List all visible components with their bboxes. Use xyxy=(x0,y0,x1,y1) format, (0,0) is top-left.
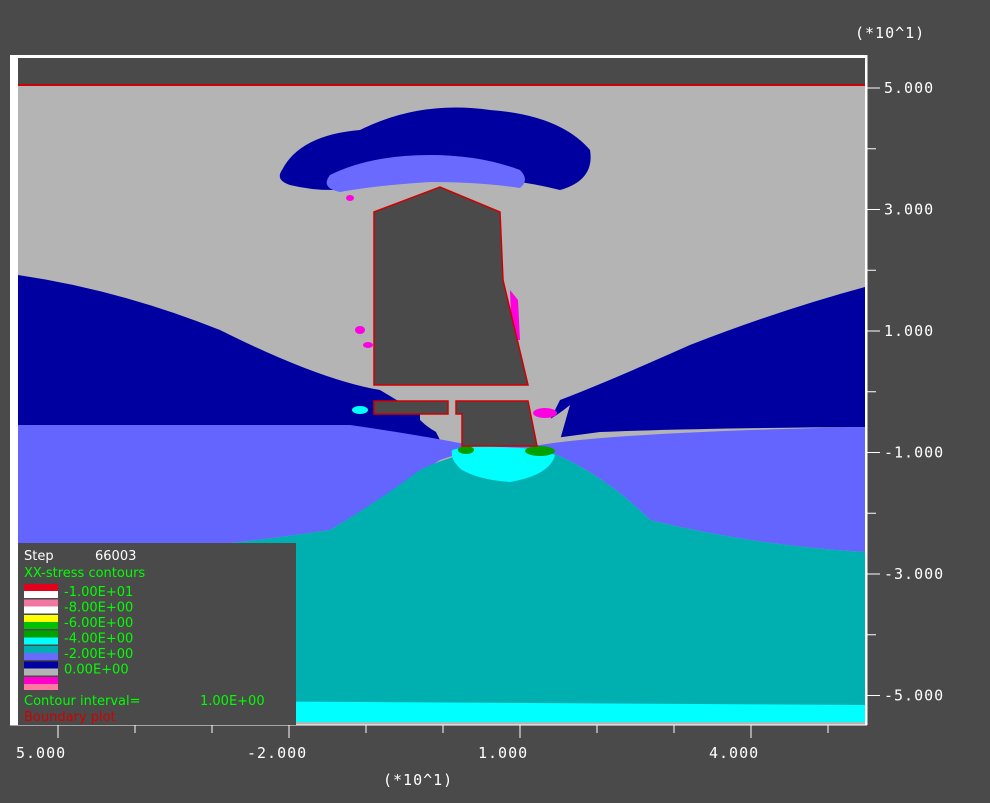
x-tick-label: 5.000 xyxy=(16,744,66,762)
legend-swatch xyxy=(24,630,58,638)
legend-swatch xyxy=(24,661,58,669)
y-axis: 5.000 3.000 1.000 -1.000 -3.000 -5.000 xyxy=(866,55,944,725)
x-tick-label: 4.000 xyxy=(709,744,759,762)
magenta-spot-1 xyxy=(355,326,365,334)
y-tick-label: -3.000 xyxy=(884,565,944,583)
green-spot-right xyxy=(525,446,555,456)
legend-background xyxy=(18,543,296,725)
legend-level-label: -4.00E+00 xyxy=(64,632,133,647)
legend-swatch xyxy=(24,684,58,690)
legend-level-label: 0.00E+00 xyxy=(64,663,129,678)
step-label: Step xyxy=(24,549,54,564)
green-spot-left xyxy=(458,446,474,454)
y-tick-label: -5.000 xyxy=(884,687,944,705)
legend-swatch xyxy=(24,622,58,629)
upper-excavation-void xyxy=(373,186,529,386)
lower-excavation-void xyxy=(455,400,538,447)
medium-blue-band xyxy=(18,425,865,560)
legend-swatch xyxy=(24,615,58,622)
legend-swatch xyxy=(24,591,58,598)
left-dark-blue-wedge xyxy=(18,275,440,440)
cyan-bulge xyxy=(451,446,555,482)
legend-level-label: -8.00E+00 xyxy=(64,601,133,616)
y-tick-label: 5.000 xyxy=(884,79,934,97)
magenta-spot-4 xyxy=(533,408,557,418)
y-tick-label: -1.000 xyxy=(884,444,944,462)
magenta-spot-5 xyxy=(346,195,354,201)
cyan-spot-left xyxy=(352,406,368,414)
x-tick-label: -2.000 xyxy=(247,744,307,762)
y-tick-label: 3.000 xyxy=(884,201,934,219)
legend-swatch xyxy=(24,668,58,676)
y-tick-label: 1.000 xyxy=(884,322,934,340)
contour-interval-value: 1.00E+00 xyxy=(200,694,265,709)
legend-swatch xyxy=(24,653,58,660)
contour-interval-label: Contour interval= xyxy=(24,694,141,709)
legend-level-label: -6.00E+00 xyxy=(64,616,133,631)
x-scale-label: (*10^1) xyxy=(383,771,453,789)
magenta-spot-2 xyxy=(363,342,373,348)
legend-swatch xyxy=(24,646,58,653)
step-value: 66003 xyxy=(95,549,136,564)
legend-level-label: -2.00E+00 xyxy=(64,647,133,662)
legend-title: XX-stress contours xyxy=(24,566,145,581)
legend-swatch xyxy=(24,637,58,645)
left-tunnel-void xyxy=(373,400,449,415)
legend-swatch xyxy=(24,677,58,684)
boundary-plot-label: Boundary plot xyxy=(24,710,116,725)
legend-swatch xyxy=(24,599,58,607)
legend-levels: -1.00E+01-8.00E+00-6.00E+00-4.00E+00-2.0… xyxy=(24,584,133,690)
y-scale-label: (*10^1) xyxy=(855,24,925,42)
legend: Step 66003 XX-stress contours -1.00E+01-… xyxy=(18,543,296,725)
legend-swatch xyxy=(24,606,58,614)
legend-level-label: -1.00E+01 xyxy=(64,585,133,600)
right-dark-blue-wedge xyxy=(540,287,865,440)
top-void xyxy=(18,58,865,85)
x-tick-label: 1.000 xyxy=(478,744,528,762)
legend-swatch xyxy=(24,584,58,591)
crown-medium-blue-zone xyxy=(326,155,525,192)
